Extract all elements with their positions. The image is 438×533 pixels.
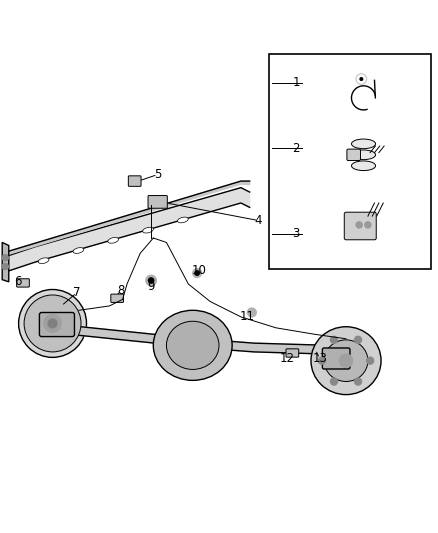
Ellipse shape xyxy=(166,321,219,369)
Circle shape xyxy=(44,314,61,332)
Circle shape xyxy=(367,357,374,364)
Ellipse shape xyxy=(311,327,381,394)
FancyBboxPatch shape xyxy=(17,279,29,287)
Ellipse shape xyxy=(38,258,49,264)
Text: 11: 11 xyxy=(240,310,255,324)
Text: 2: 2 xyxy=(293,142,300,155)
Circle shape xyxy=(195,271,199,275)
Ellipse shape xyxy=(324,340,368,382)
Circle shape xyxy=(247,308,256,317)
Text: 6: 6 xyxy=(14,276,21,288)
Circle shape xyxy=(356,74,367,84)
Text: 8: 8 xyxy=(117,284,124,297)
Text: 3: 3 xyxy=(293,227,300,240)
Circle shape xyxy=(48,319,57,328)
Circle shape xyxy=(365,222,371,228)
Ellipse shape xyxy=(143,227,153,233)
Circle shape xyxy=(330,378,337,385)
Ellipse shape xyxy=(351,150,376,159)
FancyBboxPatch shape xyxy=(111,294,124,302)
Ellipse shape xyxy=(351,161,376,171)
Circle shape xyxy=(357,75,365,83)
Circle shape xyxy=(2,255,8,261)
Ellipse shape xyxy=(153,310,232,381)
FancyBboxPatch shape xyxy=(322,348,350,369)
Text: 9: 9 xyxy=(147,280,155,293)
Text: 5: 5 xyxy=(154,168,161,181)
Text: 13: 13 xyxy=(312,352,327,365)
Polygon shape xyxy=(9,181,250,254)
Circle shape xyxy=(354,336,362,343)
Ellipse shape xyxy=(18,289,86,358)
FancyBboxPatch shape xyxy=(347,149,360,160)
Circle shape xyxy=(148,278,154,283)
Circle shape xyxy=(354,378,362,385)
Circle shape xyxy=(146,275,156,286)
Ellipse shape xyxy=(351,139,376,149)
FancyBboxPatch shape xyxy=(148,196,167,208)
FancyBboxPatch shape xyxy=(39,312,74,336)
Text: 1: 1 xyxy=(293,76,300,89)
Text: 7: 7 xyxy=(73,286,81,300)
Polygon shape xyxy=(9,188,250,271)
Circle shape xyxy=(360,78,363,80)
Text: 10: 10 xyxy=(192,264,207,277)
Circle shape xyxy=(330,336,338,343)
Circle shape xyxy=(318,357,325,364)
Ellipse shape xyxy=(177,217,188,223)
Polygon shape xyxy=(2,243,9,282)
FancyBboxPatch shape xyxy=(286,349,299,357)
FancyBboxPatch shape xyxy=(128,176,141,187)
Text: 12: 12 xyxy=(279,352,294,365)
Ellipse shape xyxy=(108,238,119,243)
Bar xyxy=(269,54,431,269)
Text: 4: 4 xyxy=(254,214,262,227)
Circle shape xyxy=(193,269,201,278)
Ellipse shape xyxy=(24,295,81,352)
Circle shape xyxy=(339,354,353,367)
Ellipse shape xyxy=(73,248,84,253)
Circle shape xyxy=(2,263,8,270)
FancyBboxPatch shape xyxy=(344,212,376,240)
Circle shape xyxy=(356,222,362,228)
Polygon shape xyxy=(70,326,328,354)
